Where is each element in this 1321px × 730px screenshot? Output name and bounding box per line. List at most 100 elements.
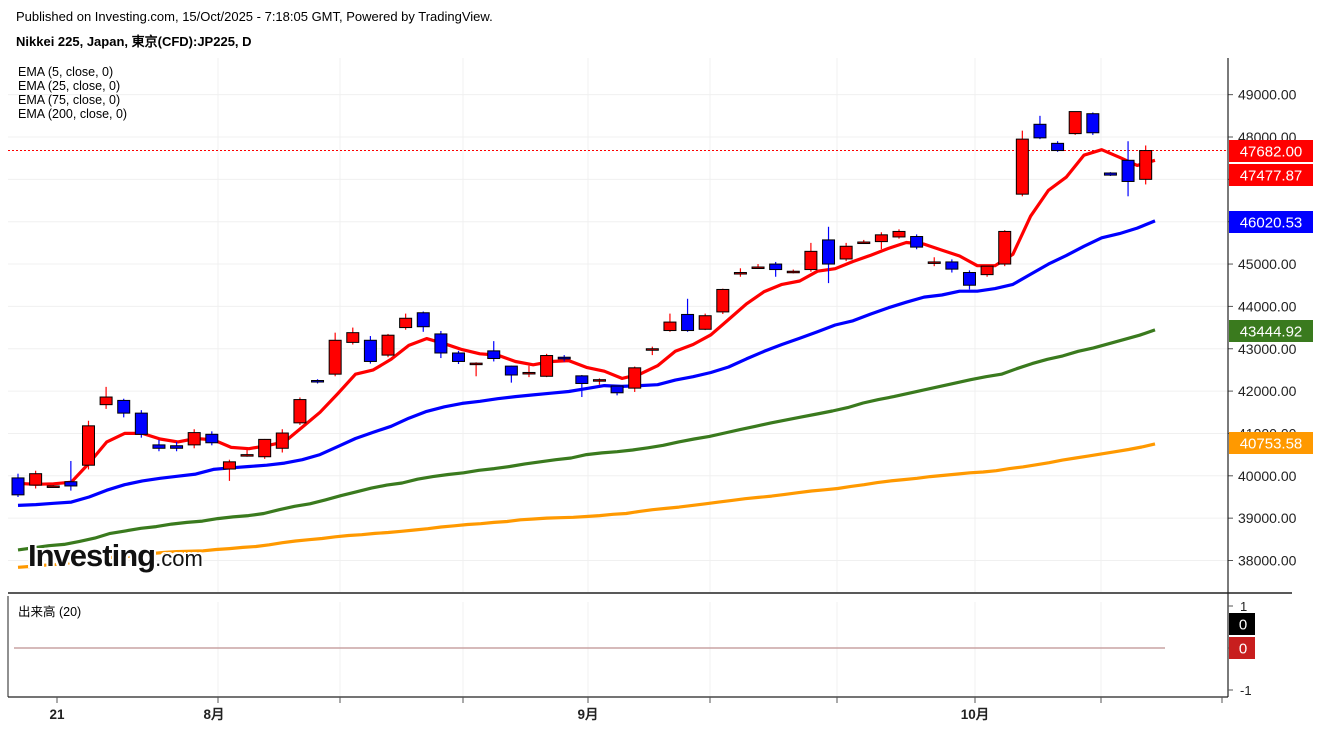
price-tick-label: 38000.00 [1238, 553, 1297, 569]
candle [786, 269, 800, 274]
price-tag [1229, 140, 1313, 162]
symbol-title: Nikkei 225, Japan, 東京(CFD):JP225, D [16, 34, 252, 49]
candle-body [998, 230, 1012, 265]
candle-body [628, 367, 642, 389]
candle-body [381, 334, 395, 356]
candle [874, 232, 888, 250]
candlesticks [11, 111, 1153, 497]
candle-body [1121, 159, 1135, 182]
candle [628, 366, 642, 392]
candle [663, 313, 677, 332]
candle-body [399, 317, 413, 329]
volume-tick-label: -1 [1240, 683, 1252, 698]
price-tag-label: 46020.53 [1240, 215, 1303, 232]
candle [416, 311, 430, 332]
time-label: 9月 [577, 707, 598, 722]
candle-body [927, 261, 941, 264]
candle-body [1051, 142, 1065, 152]
candle [187, 429, 201, 449]
candle [1015, 130, 1029, 197]
candle [1103, 172, 1117, 176]
candle [681, 298, 695, 332]
candle [1139, 145, 1153, 185]
candle-body [522, 371, 536, 375]
candle [716, 288, 730, 315]
candle [205, 431, 219, 446]
candle [469, 362, 483, 377]
candle-body [504, 365, 518, 376]
candle [751, 264, 765, 270]
legend-ema200: EMA (200, close, 0) [18, 107, 128, 121]
candle [804, 242, 818, 272]
candle [610, 385, 624, 396]
candle [962, 270, 976, 290]
legend-ema5: EMA (5, close, 0) [18, 65, 114, 79]
candle [540, 353, 554, 378]
candle-body [275, 432, 289, 449]
price-tick-label: 45000.00 [1238, 256, 1297, 272]
candle-body [822, 239, 836, 265]
candle [822, 226, 836, 284]
candle [328, 332, 342, 377]
candle-body [1015, 138, 1029, 195]
candle [857, 239, 871, 245]
candle-body [1103, 172, 1117, 176]
candle-body [557, 356, 571, 360]
candle-body [698, 315, 712, 330]
candle [363, 336, 377, 364]
candle-body [681, 313, 695, 332]
candle [998, 230, 1012, 267]
candle [46, 484, 60, 488]
candle-body [487, 350, 501, 359]
candle [910, 234, 924, 250]
candle-body [64, 481, 78, 487]
candle [170, 441, 184, 452]
candle [645, 346, 659, 356]
price-tag [1229, 432, 1313, 454]
price-tag-label: 47682.00 [1240, 144, 1303, 161]
candle [504, 365, 518, 383]
legend-ema75: EMA (75, close, 0) [18, 93, 121, 107]
candle-body [222, 461, 236, 470]
candle-body [240, 454, 254, 457]
candle-body [663, 321, 677, 332]
candle [152, 439, 166, 452]
candle [29, 470, 43, 489]
candle-body [363, 339, 377, 362]
candle [258, 438, 272, 459]
time-label: 8月 [203, 707, 224, 722]
candle [381, 333, 395, 358]
price-tags: 47682.00 47477.87 46020.53 43444.92 40753.58… [1229, 140, 1313, 659]
time-label: 21 [49, 707, 65, 722]
candle [839, 242, 853, 262]
candle-body [769, 263, 783, 271]
candle-body [1139, 150, 1153, 180]
candle [434, 330, 448, 359]
ema-line-75 [17, 328, 1156, 552]
candle-body [152, 444, 166, 449]
candle [575, 375, 589, 398]
ema-line-200 [17, 442, 1156, 569]
candle-body [416, 312, 430, 328]
price-tag [1229, 211, 1313, 233]
candle [980, 264, 994, 277]
candle-body [293, 399, 307, 424]
candle-body [592, 379, 606, 382]
candle [64, 460, 78, 491]
candle-body [1086, 113, 1100, 134]
candle-body [311, 380, 325, 383]
candle-body [346, 332, 360, 343]
candle [311, 379, 325, 384]
volume-tick-label: 1 [1240, 599, 1247, 614]
candle [222, 459, 236, 481]
candle [557, 355, 571, 362]
price-tick-label: 44000.00 [1238, 298, 1297, 314]
candle [698, 313, 712, 331]
candle [1121, 141, 1135, 197]
candle-body [452, 352, 465, 362]
candle-body [945, 261, 959, 270]
volume-tag [1229, 613, 1255, 635]
time-label: 10月 [961, 707, 990, 722]
volume-tag-label: 0 [1239, 641, 1247, 658]
